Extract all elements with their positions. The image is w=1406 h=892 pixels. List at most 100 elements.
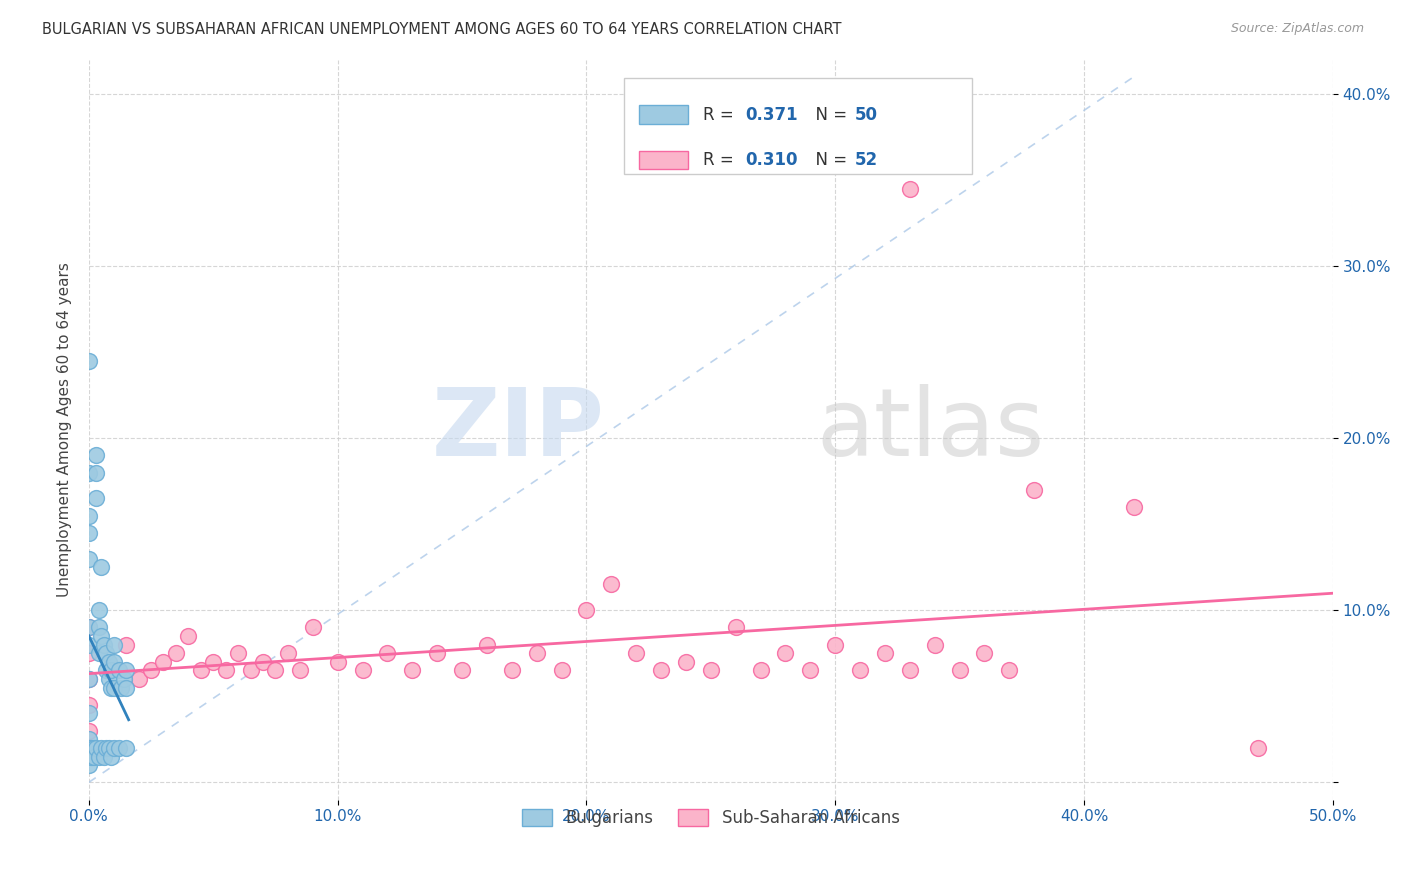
Point — [90, 740, 112, 755]
Point — [93, 638, 115, 652]
Text: atlas: atlas — [817, 384, 1045, 475]
Point — [139, 664, 162, 678]
Point — [107, 740, 129, 755]
Text: BULGARIAN VS SUBSAHARAN AFRICAN UNEMPLOYMENT AMONG AGES 60 TO 64 YEARS CORRELATI: BULGARIAN VS SUBSAHARAN AFRICAN UNEMPLOY… — [42, 22, 842, 37]
Point — [77, 723, 100, 738]
Point — [103, 740, 125, 755]
Point — [96, 664, 118, 678]
Point — [107, 664, 129, 678]
Legend: Bulgarians, Sub-Saharan Africans: Bulgarians, Sub-Saharan Africans — [513, 801, 908, 836]
Point — [1024, 483, 1046, 497]
Point — [650, 664, 672, 678]
Point — [77, 466, 100, 480]
Point — [998, 664, 1021, 678]
Point — [77, 646, 100, 660]
Point — [749, 664, 772, 678]
Point — [377, 646, 399, 660]
Point — [100, 749, 122, 764]
Point — [77, 672, 100, 686]
Point — [103, 638, 125, 652]
Point — [87, 749, 110, 764]
Point — [87, 603, 110, 617]
Point — [724, 620, 747, 634]
Point — [898, 664, 921, 678]
Point — [97, 655, 120, 669]
Point — [475, 638, 498, 652]
Point — [239, 664, 262, 678]
Point — [77, 706, 100, 721]
Point — [96, 740, 118, 755]
Point — [90, 560, 112, 574]
Point — [97, 740, 120, 755]
Point — [77, 525, 100, 540]
Point — [873, 646, 896, 660]
Point — [152, 655, 174, 669]
Point — [949, 664, 972, 678]
Point — [77, 551, 100, 566]
Point — [84, 449, 107, 463]
FancyBboxPatch shape — [638, 151, 689, 169]
Point — [110, 681, 132, 695]
Text: N =: N = — [806, 151, 852, 169]
Text: 50: 50 — [855, 105, 879, 124]
Point — [77, 732, 100, 747]
Point — [824, 638, 846, 652]
Point — [215, 664, 238, 678]
Point — [165, 646, 187, 660]
Point — [84, 740, 107, 755]
Point — [128, 672, 150, 686]
Text: N =: N = — [806, 105, 852, 124]
Point — [80, 740, 103, 755]
Point — [115, 664, 138, 678]
Point — [97, 672, 120, 686]
Point — [264, 664, 287, 678]
Point — [675, 655, 697, 669]
Point — [177, 629, 200, 643]
Point — [624, 646, 647, 660]
Y-axis label: Unemployment Among Ages 60 to 64 years: Unemployment Among Ages 60 to 64 years — [58, 262, 72, 597]
Point — [849, 664, 872, 678]
Point — [84, 491, 107, 506]
Point — [575, 603, 598, 617]
Point — [924, 638, 946, 652]
Text: ZIP: ZIP — [432, 384, 605, 475]
Text: Source: ZipAtlas.com: Source: ZipAtlas.com — [1230, 22, 1364, 36]
FancyBboxPatch shape — [638, 105, 689, 124]
Point — [100, 664, 122, 678]
Text: 52: 52 — [855, 151, 879, 169]
Point — [202, 655, 225, 669]
Point — [90, 629, 112, 643]
Point — [700, 664, 723, 678]
Text: R =: R = — [703, 151, 740, 169]
Point — [77, 749, 100, 764]
Point — [77, 758, 100, 772]
Point — [290, 664, 312, 678]
Point — [96, 646, 118, 660]
Text: 0.310: 0.310 — [745, 151, 799, 169]
Point — [77, 638, 100, 652]
Point — [550, 664, 572, 678]
Point — [83, 740, 105, 755]
Point — [87, 620, 110, 634]
Point — [77, 672, 100, 686]
Point — [1122, 500, 1144, 514]
Point — [401, 664, 423, 678]
Point — [103, 681, 125, 695]
Point — [100, 681, 122, 695]
Text: 0.371: 0.371 — [745, 105, 799, 124]
Point — [80, 749, 103, 764]
Point — [115, 638, 138, 652]
Point — [352, 664, 374, 678]
Point — [93, 749, 115, 764]
Point — [301, 620, 323, 634]
Point — [84, 466, 107, 480]
Point — [77, 698, 100, 712]
Point — [77, 620, 100, 634]
Point — [252, 655, 274, 669]
Point — [103, 655, 125, 669]
Point — [277, 646, 299, 660]
Point — [83, 749, 105, 764]
Point — [426, 646, 449, 660]
Point — [87, 646, 110, 660]
Point — [112, 672, 135, 686]
